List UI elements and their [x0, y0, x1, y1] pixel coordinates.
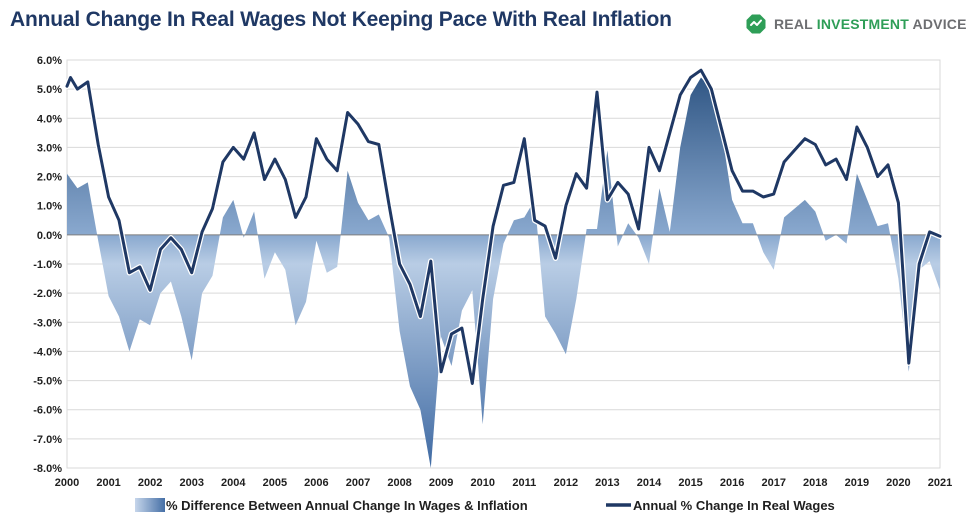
y-tick-label: 4.0%: [37, 113, 62, 125]
x-tick-label: 2011: [512, 477, 536, 489]
x-tick-label: 2021: [928, 477, 952, 489]
x-axis: 2000 2001 2002 2003 2004 2005 2006 2007 2008 2009…: [55, 477, 952, 489]
x-tick-label: 2009: [429, 477, 453, 489]
x-tick-label: 2012: [554, 477, 578, 489]
y-tick-label: 6.0%: [37, 55, 62, 67]
x-tick-label: 2001: [96, 477, 120, 489]
chart-title: Annual Change In Real Wages Not Keeping …: [10, 8, 672, 31]
x-tick-label: 2016: [720, 477, 744, 489]
x-tick-label: 2007: [346, 477, 370, 489]
x-tick-label: 2010: [470, 477, 494, 489]
brand-name-part1: REAL: [774, 16, 817, 32]
logo-icon: [746, 14, 766, 34]
area-series: [67, 77, 940, 468]
brand-name: REAL INVESTMENT ADVICE: [774, 16, 967, 32]
line-series: [64, 67, 943, 387]
area-series-fill: [67, 77, 940, 468]
x-tick-label: 2015: [678, 477, 702, 489]
y-tick-label: 3.0%: [37, 142, 62, 154]
y-tick-label: -7.0%: [33, 434, 62, 446]
legend-area-swatch: [135, 498, 165, 512]
x-tick-label: 2008: [387, 477, 411, 489]
y-tick-label: 5.0%: [37, 84, 62, 96]
x-tick-label: 2000: [55, 477, 79, 489]
y-axis: 6.0% 5.0% 4.0% 3.0% 2.0% 1.0% 0.0% -1.0% -2.0% -3…: [33, 55, 62, 475]
legend: % Difference Between Annual Change In Wa…: [135, 498, 835, 513]
y-tick-label: 1.0%: [37, 201, 62, 213]
brand-name-part2: INVESTMENT: [816, 16, 909, 32]
y-tick-label: -3.0%: [33, 317, 62, 329]
y-tick-label: 0.0%: [37, 230, 62, 242]
x-tick-label: 2002: [138, 477, 162, 489]
x-tick-label: 2006: [304, 477, 328, 489]
brand-logo: REAL INVESTMENT ADVICE: [745, 12, 967, 36]
x-tick-label: 2014: [637, 477, 662, 489]
y-tick-label: -6.0%: [33, 405, 62, 417]
y-tick-label: -2.0%: [33, 288, 62, 300]
line-series-path: [65, 68, 942, 385]
y-tick-label: -1.0%: [33, 259, 62, 271]
x-tick-label: 2003: [179, 477, 203, 489]
x-tick-label: 2017: [761, 477, 785, 489]
x-tick-label: 2019: [845, 477, 869, 489]
x-tick-label: 2020: [886, 477, 910, 489]
y-tick-label: -5.0%: [33, 376, 62, 388]
brand-name-part3: ADVICE: [908, 16, 967, 32]
y-tick-label: -4.0%: [33, 346, 62, 358]
x-tick-label: 2005: [263, 477, 287, 489]
x-tick-label: 2018: [803, 477, 827, 489]
y-tick-label: 2.0%: [37, 172, 62, 184]
y-tick-label: -8.0%: [33, 463, 62, 475]
x-tick-label: 2004: [221, 477, 246, 489]
x-tick-label: 2013: [595, 477, 619, 489]
legend-line-label: Annual % Change In Real Wages: [633, 498, 835, 513]
legend-area-label: % Difference Between Annual Change In Wa…: [166, 498, 528, 513]
